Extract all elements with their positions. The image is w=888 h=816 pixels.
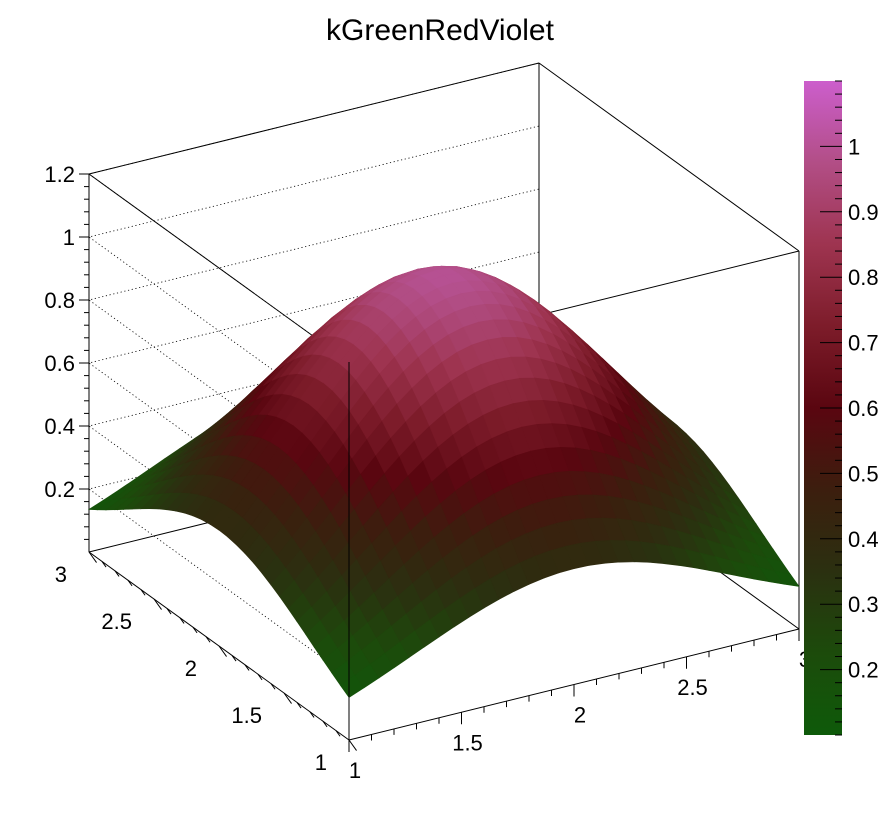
y-axis-minor-tick bbox=[296, 702, 302, 709]
y-axis-minor-tick bbox=[322, 720, 328, 728]
y-axis-tick-label: 2.5 bbox=[101, 609, 132, 634]
axes: 11.522.5311.522.530.20.40.60.811.2 bbox=[44, 162, 811, 783]
y-axis-major-tick bbox=[283, 692, 292, 704]
y-axis-major-tick bbox=[153, 598, 162, 610]
y-axis-minor-tick bbox=[205, 636, 211, 643]
y-axis-minor-tick bbox=[335, 730, 341, 737]
chart-title: kGreenRedViolet bbox=[326, 14, 555, 47]
colorbar-tick-label: 0.7 bbox=[848, 331, 879, 356]
y-axis-major-tick bbox=[218, 645, 227, 657]
y-axis-minor-tick bbox=[114, 570, 120, 577]
y-axis-minor-tick bbox=[166, 608, 172, 615]
colorbar-tick-label: 0.9 bbox=[848, 200, 879, 225]
y-axis-minor-tick bbox=[309, 711, 315, 718]
z-gridline bbox=[88, 125, 540, 426]
colorbar-tick-label: 0.5 bbox=[848, 461, 879, 486]
y-axis-minor-tick bbox=[270, 683, 276, 690]
y-axis-minor-tick bbox=[101, 561, 107, 568]
z-gridline bbox=[88, 377, 540, 678]
x-axis-tick-label: 1 bbox=[349, 758, 361, 783]
z-axis-tick-label: 0.8 bbox=[44, 288, 75, 313]
z-axis-tick-label: 1.2 bbox=[44, 162, 75, 187]
colorbar-tick-label: 0.8 bbox=[848, 265, 879, 290]
y-axis-minor-tick bbox=[179, 617, 185, 624]
y-axis-minor-tick bbox=[192, 626, 198, 634]
z-gridline bbox=[88, 62, 540, 363]
y-axis-major-tick bbox=[348, 739, 357, 751]
colorbar-tick-label: 0.6 bbox=[848, 396, 879, 421]
x-axis-tick-label: 2.5 bbox=[677, 675, 708, 700]
y-axis-minor-tick bbox=[257, 673, 263, 681]
frame-edge bbox=[538, 62, 800, 252]
y-axis-minor-tick bbox=[244, 664, 250, 671]
colorbar-tick-label: 1 bbox=[848, 134, 860, 159]
z-axis-tick-label: 1 bbox=[63, 225, 75, 250]
x-axis-tick-label: 2 bbox=[574, 703, 586, 728]
colorbar: 0.2 0.3 0.4 0.5 0.6 0.7 0.8 0.9 1 bbox=[804, 80, 879, 736]
colorbar-tick-label: 0.2 bbox=[848, 658, 879, 683]
y-axis-minor-tick bbox=[140, 589, 146, 596]
y-axis-minor-tick bbox=[231, 655, 237, 662]
z-axis-tick-label: 0.4 bbox=[44, 414, 75, 439]
z-axis-tick-label: 0.6 bbox=[44, 351, 75, 376]
y-axis-tick-label: 1 bbox=[315, 750, 327, 775]
y-axis-tick-label: 1.5 bbox=[231, 703, 262, 728]
x-axis-tick-label: 1.5 bbox=[452, 730, 483, 755]
y-axis-tick-label: 3 bbox=[55, 562, 67, 587]
y-axis-tick-label: 2 bbox=[185, 656, 197, 681]
surface-plot bbox=[87, 265, 800, 698]
y-axis-minor-tick bbox=[127, 579, 133, 587]
y-axis-major-tick bbox=[88, 551, 97, 563]
surface-cell bbox=[774, 570, 800, 587]
colorbar-tick-label: 0.3 bbox=[848, 592, 879, 617]
z-axis-tick-label: 0.2 bbox=[44, 477, 75, 502]
colorbar-tick-label: 0.4 bbox=[848, 527, 879, 552]
